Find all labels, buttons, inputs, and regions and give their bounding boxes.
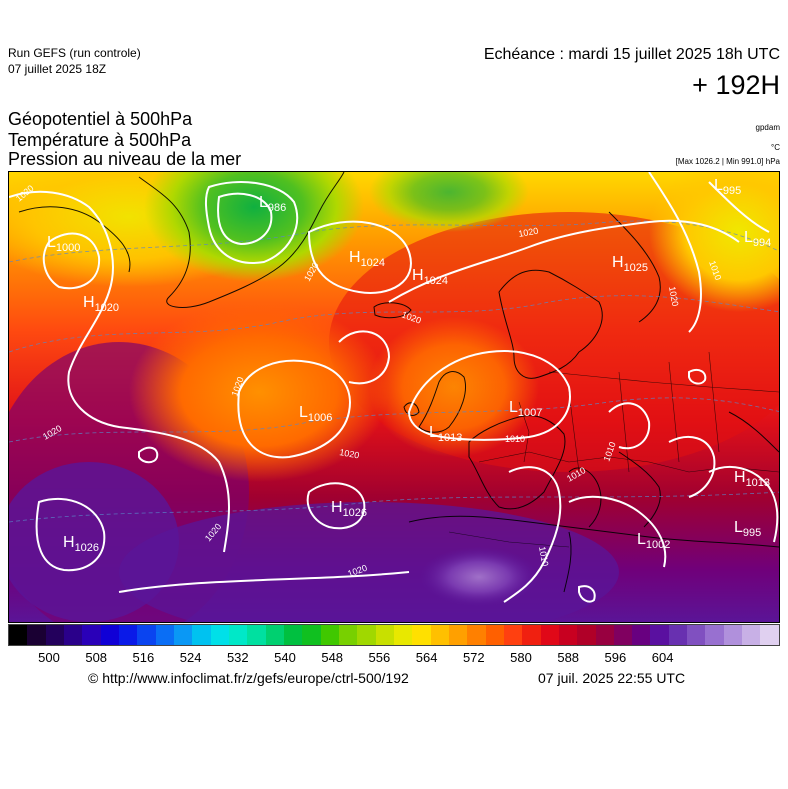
color-scale-swatch: [320, 625, 339, 645]
color-scale-tick: 604: [651, 650, 674, 665]
pressure-center-low: L986: [259, 194, 286, 214]
borders: [448, 351, 779, 548]
color-scale-swatch: [742, 625, 761, 645]
pressure-center-high: H1024: [412, 267, 448, 287]
color-scale-swatch: [522, 625, 541, 645]
pressure-center-low: L995: [734, 519, 761, 539]
pressure-center-low: L1006: [299, 404, 332, 424]
color-scale-swatch: [485, 625, 504, 645]
color-scale-swatch: [412, 625, 431, 645]
color-scale-tick: 556: [368, 650, 391, 665]
color-scale-swatch: [503, 625, 523, 645]
weather-map: L1000 H1020 L986 H1024 H1024 H1025 L995 L994 L10…: [8, 171, 780, 623]
color-scale-swatch: [118, 625, 138, 645]
isobar-label: 1010: [505, 434, 525, 444]
pressure-centers: L1000 H1020 L986 H1024 H1024 H1025 L995 L994 L10…: [47, 177, 771, 554]
color-scale-swatch: [228, 625, 248, 645]
unit-gpdam: gpdam: [755, 123, 780, 132]
color-scale-tick: 540: [274, 650, 296, 665]
field-geopotential: Géopotentiel à 500hPa: [8, 109, 193, 129]
color-scale-tick: 572: [462, 650, 485, 665]
pressure-center-low: L1007: [509, 399, 542, 419]
map-canvas: L1000 H1020 L986 H1024 H1024 H1025 L995 L994 L10…: [9, 172, 779, 622]
color-scale-swatch: [650, 625, 669, 645]
color-scale-tick: 500: [38, 650, 60, 665]
color-scale-swatch: [173, 625, 193, 645]
color-scale-swatch: [302, 625, 321, 645]
pressure-center-high: H1026: [331, 499, 367, 519]
isobars: [9, 172, 779, 603]
color-scale-swatch: [467, 625, 486, 645]
color-scale-swatch: [577, 625, 596, 645]
color-scale-swatch: [558, 625, 578, 645]
color-scale-swatch: [9, 625, 28, 645]
pressure-center-high: H1013: [734, 469, 770, 489]
color-scale-swatch: [45, 625, 64, 645]
generation-timestamp: 07 juil. 2025 22:55 UTC: [538, 670, 686, 686]
color-scale-swatch: [283, 625, 303, 645]
color-scale-swatch: [82, 625, 101, 645]
color-scale-swatch: [430, 625, 449, 645]
color-scale-swatch: [375, 625, 394, 645]
color-scale-tick: 508: [85, 650, 108, 665]
source-credit: © http://www.infoclimat.fr/z/gefs/europe…: [88, 670, 409, 686]
color-scale-swatch: [63, 625, 83, 645]
color-scale-swatch: [357, 625, 376, 645]
color-scale-tick: 548: [321, 650, 344, 665]
color-scale-swatch: [192, 625, 211, 645]
color-scale-swatch: [760, 625, 779, 645]
isobar-label: 1010: [537, 546, 550, 567]
color-scale-swatch: [595, 625, 614, 645]
color-scale-swatch: [265, 625, 284, 645]
field-sea-level-pressure: Pression au niveau de la mer: [8, 149, 242, 169]
color-scale-swatch: [27, 625, 46, 645]
color-scale-swatch: [137, 625, 156, 645]
color-scale-swatch: [448, 625, 468, 645]
color-scale-tick: 524: [179, 650, 202, 665]
color-scale-tick: 588: [557, 650, 580, 665]
geopotential-contours: [9, 220, 779, 523]
color-scale-swatch: [393, 625, 413, 645]
color-scale-tick: 516: [132, 650, 155, 665]
pressure-center-high: H1026: [63, 534, 99, 554]
color-scale-swatch: [705, 625, 724, 645]
color-scale-swatch: [632, 625, 651, 645]
pressure-center-low: L995: [714, 177, 741, 197]
coastlines: [18, 172, 779, 593]
pressure-center-high: H1024: [349, 249, 385, 269]
pressure-center-high: H1020: [83, 294, 119, 314]
pressure-center-low: L1002: [637, 531, 670, 551]
color-scale-swatch: [247, 625, 266, 645]
color-scale-tick: 532: [226, 650, 249, 665]
color-scale-swatch: [100, 625, 119, 645]
pressure-center-high: H1025: [612, 254, 648, 274]
color-scale-tick: 596: [604, 650, 627, 665]
color-scale-swatch: [210, 625, 229, 645]
pressure-center-low: L1013: [429, 424, 462, 444]
run-date: 07 juillet 2025 18Z: [8, 62, 107, 76]
color-scale-swatch: [687, 625, 706, 645]
color-scale-swatch: [613, 625, 633, 645]
forecast-horizon: + 192H: [692, 70, 780, 100]
isobar-label: 1020: [667, 286, 680, 307]
color-scale: [8, 624, 780, 646]
color-scale-swatch: [338, 625, 358, 645]
field-temperature: Température à 500hPa: [8, 130, 192, 150]
pressure-center-low: L1000: [47, 234, 80, 254]
pressure-center-low: L994: [744, 229, 771, 249]
isobar-label: 1020: [339, 447, 360, 460]
isobar-label: 1020: [518, 226, 539, 239]
color-scale-tick: 564: [415, 650, 438, 665]
color-scale-swatch: [723, 625, 743, 645]
unit-temperature: °C: [771, 143, 780, 152]
color-scale-swatch: [540, 625, 559, 645]
color-scale-swatch: [155, 625, 174, 645]
color-scale-swatch: [668, 625, 688, 645]
color-scale-tick: 580: [510, 650, 532, 665]
unit-pressure-range: [Max 1026.2 | Min 991.0] hPa: [675, 157, 780, 166]
forecast-validity: Echéance : mardi 15 juillet 2025 18h UTC: [483, 46, 780, 63]
run-title: Run GEFS (run controle): [8, 46, 141, 60]
